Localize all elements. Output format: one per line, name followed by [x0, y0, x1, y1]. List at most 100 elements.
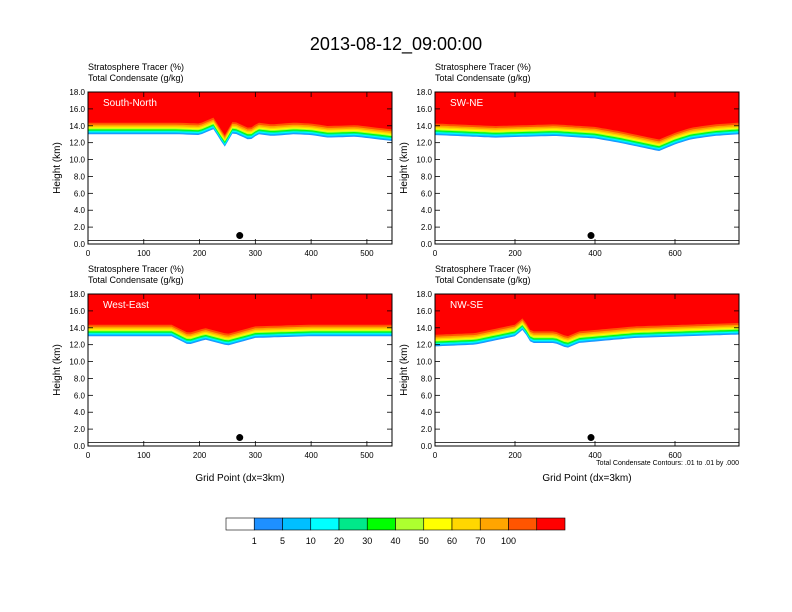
x-tick-label: 600	[668, 451, 682, 460]
y-tick-label: 6.0	[421, 189, 433, 198]
colorbar-label: 5	[280, 536, 285, 546]
x-tick-label: 200	[193, 249, 207, 258]
colorbar-label: 100	[501, 536, 516, 546]
y-tick-label: 4.0	[74, 408, 86, 417]
y-tick-label: 4.0	[421, 206, 433, 215]
plot-frame	[87, 91, 393, 245]
y-axis-label: Height (km)	[399, 142, 410, 194]
x-tick-label: 100	[137, 249, 151, 258]
panel-title-line: Stratosphere Tracer (%)	[88, 62, 184, 72]
colorbar-box	[423, 517, 453, 531]
plot-frame	[434, 91, 740, 245]
x-axis-label: Grid Point (dx=3km)	[542, 473, 631, 484]
x-tick-label: 200	[508, 249, 522, 258]
colorbar-label: 60	[447, 536, 457, 546]
y-tick-label: 8.0	[421, 172, 433, 181]
colorbar-label: 50	[419, 536, 429, 546]
colorbar-label: 1	[252, 536, 257, 546]
y-tick-label: 12.0	[416, 341, 432, 350]
y-tick-label: 2.0	[421, 223, 433, 232]
y-tick-label: 6.0	[74, 391, 86, 400]
tracer-field	[435, 92, 739, 151]
colorbar-box	[366, 517, 396, 531]
y-tick-label: 14.0	[69, 122, 85, 131]
y-tick-label: 18.0	[416, 290, 432, 299]
y-tick-label: 6.0	[74, 189, 86, 198]
colorbar-label: 40	[390, 536, 400, 546]
tracer-field	[88, 294, 392, 346]
tracer-level-11	[435, 294, 739, 337]
x-tick-label: 0	[86, 451, 91, 460]
colorbar-label: 30	[362, 536, 372, 546]
y-tick-label: 10.0	[416, 156, 432, 165]
colorbar: 1 5 10 20 30 40 50 60 70 100	[225, 517, 566, 546]
colorbar-box	[310, 517, 340, 531]
section-label: SW-NE	[450, 98, 483, 109]
y-tick-label: 16.0	[69, 105, 85, 114]
panel-title-line: Total Condensate (g/kg)	[88, 275, 184, 285]
contour-note: Total Condensate Contours: .01 to .01 by…	[596, 460, 739, 467]
tracer-level-11	[435, 92, 739, 140]
x-tick-label: 0	[433, 249, 438, 258]
colorbar-box	[536, 517, 566, 531]
y-tick-label: 14.0	[416, 122, 432, 131]
colorbar-label: 70	[475, 536, 485, 546]
colorbar-box	[508, 517, 538, 531]
y-axis-label: Height (km)	[399, 344, 410, 396]
location-marker	[587, 434, 595, 442]
x-tick-label: 100	[137, 451, 151, 460]
y-tick-label: 12.0	[69, 341, 85, 350]
x-tick-label: 600	[668, 249, 682, 258]
colorbar-box	[282, 517, 312, 531]
y-tick-label: 4.0	[74, 206, 86, 215]
x-tick-label: 0	[433, 451, 438, 460]
y-axis-label: Height (km)	[52, 142, 63, 194]
y-tick-label: 18.0	[69, 88, 85, 97]
location-marker	[587, 232, 595, 240]
plot-frame	[87, 293, 393, 447]
y-tick-label: 8.0	[74, 374, 86, 383]
y-tick-label: 8.0	[74, 172, 86, 181]
y-tick-label: 8.0	[421, 374, 433, 383]
y-tick-label: 4.0	[421, 408, 433, 417]
colorbar-box	[451, 517, 481, 531]
panel-3: 0 100 200 300 400 500 0.0 2.0 4.0 6.0 8.0 10.0 12.0 1…	[52, 264, 393, 484]
x-tick-label: 300	[249, 249, 263, 258]
panel-title-line: Total Condensate (g/kg)	[435, 275, 531, 285]
y-tick-label: 10.0	[69, 358, 85, 367]
figure-title: 2013-08-12_09:00:00	[310, 34, 482, 55]
panel-title-line: Stratosphere Tracer (%)	[88, 264, 184, 274]
x-tick-label: 400	[304, 451, 318, 460]
y-tick-label: 0.0	[74, 442, 86, 451]
y-tick-label: 16.0	[416, 105, 432, 114]
y-tick-label: 16.0	[416, 307, 432, 316]
y-tick-label: 10.0	[416, 358, 432, 367]
colorbar-label: 10	[306, 536, 316, 546]
panel-4: 0 200 400 600 0.0 2.0 4.0 6.0 8.0 10.0 12.0 14.0 16.…	[399, 264, 740, 484]
panel-title-line: Total Condensate (g/kg)	[435, 73, 531, 83]
colorbar-label: 20	[334, 536, 344, 546]
colorbar-box	[253, 517, 283, 531]
section-label: NW-SE	[450, 300, 483, 311]
y-tick-label: 2.0	[74, 425, 86, 434]
y-tick-label: 0.0	[421, 442, 433, 451]
x-tick-label: 500	[360, 249, 374, 258]
plot-frame	[434, 293, 740, 447]
x-tick-label: 0	[86, 249, 91, 258]
x-tick-label: 300	[249, 451, 263, 460]
y-tick-label: 12.0	[416, 139, 432, 148]
x-axis-label: Grid Point (dx=3km)	[195, 473, 284, 484]
colorbar-box	[479, 517, 509, 531]
panel-title-line: Stratosphere Tracer (%)	[435, 264, 531, 274]
y-axis-label: Height (km)	[52, 344, 63, 396]
x-tick-label: 400	[588, 249, 602, 258]
tracer-level-11	[88, 92, 392, 136]
location-marker	[236, 232, 244, 240]
x-tick-label: 400	[588, 451, 602, 460]
section-label: West-East	[103, 300, 149, 311]
panel-2: 0 200 400 600 0.0 2.0 4.0 6.0 8.0 10.0 12.0 14.0 16.…	[399, 62, 740, 258]
y-tick-label: 10.0	[69, 156, 85, 165]
y-tick-label: 14.0	[416, 324, 432, 333]
panel-title-line: Total Condensate (g/kg)	[88, 73, 184, 83]
